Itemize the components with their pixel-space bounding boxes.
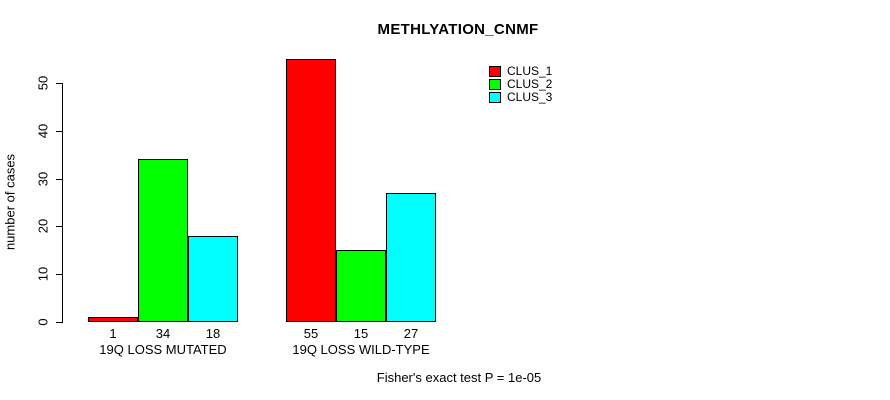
bar-value-label: 18 — [205, 326, 221, 341]
legend-label: CLUS_3 — [507, 90, 553, 104]
y-tick-label: 0 — [35, 318, 51, 326]
bar-clus_2-1 — [138, 159, 188, 322]
bar-clus_3-2 — [386, 193, 436, 322]
y-tick — [56, 322, 62, 323]
bar-value-label: 1 — [109, 326, 117, 341]
y-tick — [56, 131, 62, 132]
bar-clus_1-1 — [88, 317, 138, 322]
bar-clus_1-2 — [286, 59, 336, 322]
bar-clus_2-2 — [336, 250, 386, 322]
bar-value-label: 55 — [303, 326, 319, 341]
y-tick — [56, 226, 62, 227]
y-axis-line — [62, 83, 63, 323]
bar-value-label: 34 — [155, 326, 171, 341]
chart-title: METHLYATION_CNMF — [377, 21, 539, 38]
legend-swatch-clus_3 — [489, 92, 501, 103]
legend-item: CLUS_1 — [489, 65, 552, 78]
bar-value-label: 15 — [353, 326, 369, 341]
legend-label: CLUS_1 — [507, 64, 553, 78]
y-tick — [56, 83, 62, 84]
y-tick — [56, 179, 62, 180]
bar-clus_3-1 — [188, 236, 238, 322]
legend-swatch-clus_2 — [489, 79, 501, 90]
y-tick — [56, 274, 62, 275]
bar-value-label: 27 — [403, 326, 419, 341]
legend-swatch-clus_1 — [489, 66, 501, 77]
y-tick-label: 20 — [35, 218, 51, 234]
y-tick-label: 30 — [35, 171, 51, 187]
y-tick-label: 50 — [35, 75, 51, 91]
x-category-label: 19Q LOSS WILD-TYPE — [292, 342, 430, 357]
y-tick-label: 40 — [35, 123, 51, 139]
legend-item: CLUS_3 — [489, 91, 552, 104]
legend-label: CLUS_2 — [507, 77, 553, 91]
y-tick-label: 10 — [35, 266, 51, 282]
legend-item: CLUS_2 — [489, 78, 552, 91]
legend: CLUS_1 CLUS_2 CLUS_3 — [489, 65, 552, 104]
annotation-text: Fisher's exact test P = 1e-05 — [376, 370, 542, 385]
x-category-label: 19Q LOSS MUTATED — [99, 342, 227, 357]
